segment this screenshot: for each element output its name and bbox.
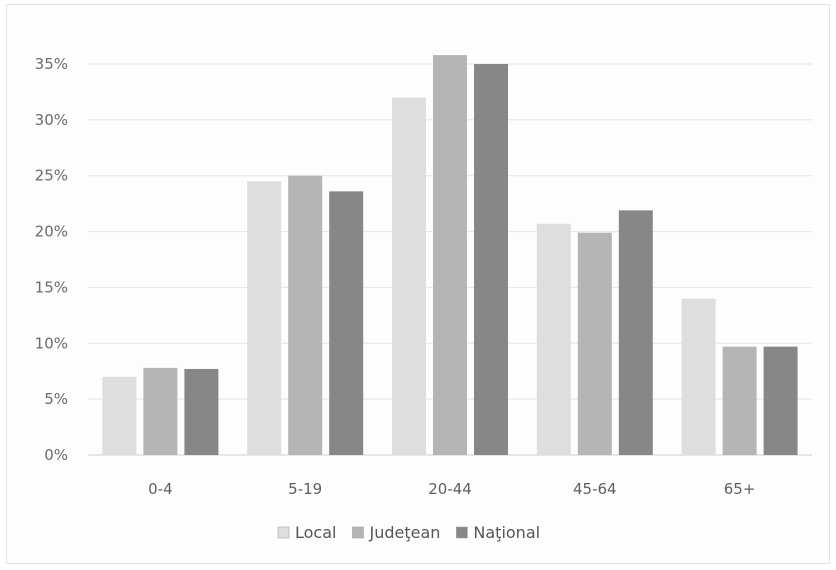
- x-tick-label: 5-19: [288, 480, 322, 498]
- y-tick-label: 20%: [35, 223, 68, 241]
- bar-0-4-Judeţean: [143, 367, 178, 455]
- legend-swatch-1: [352, 526, 364, 539]
- y-tick-label: 25%: [35, 167, 68, 185]
- bar-65+-Local: [681, 298, 716, 455]
- bar-5-19-Naţional: [329, 191, 364, 455]
- y-tick-label: 10%: [35, 334, 68, 352]
- bar-65+-Naţional: [763, 346, 798, 455]
- bar-0-4-Naţional: [184, 368, 219, 455]
- y-tick-label: 0%: [44, 446, 68, 464]
- x-tick-label: 20-44: [428, 480, 472, 498]
- bar-20-44-Naţional: [474, 64, 508, 455]
- bar-0-4-Local: [102, 376, 137, 455]
- bar-5-19-Judeţean: [288, 175, 323, 455]
- legend-swatch-0: [277, 526, 290, 539]
- bar-45-64-Local: [536, 223, 571, 455]
- y-tick-label: 30%: [35, 111, 68, 129]
- x-tick-label: 0-4: [148, 480, 173, 498]
- y-tick-label: 35%: [35, 55, 68, 73]
- bar-5-19-Local: [247, 181, 282, 456]
- x-tick-label: 65+: [724, 480, 756, 498]
- bar-45-64-Naţional: [618, 210, 653, 455]
- bar-20-44-Judeţean: [433, 55, 467, 455]
- legend: Local Judeţean Naţional: [277, 523, 540, 542]
- bar-45-64-Judeţean: [577, 232, 612, 455]
- bar-65+-Judeţean: [722, 346, 757, 455]
- x-tick-label: 45-64: [573, 480, 617, 498]
- legend-label: Naţional: [473, 523, 540, 542]
- bar-20-44-Local: [392, 97, 426, 455]
- legend-swatch-2: [456, 526, 468, 539]
- y-axis-ticks: 0% 5% 10% 15% 20% 25% 30% 35%: [35, 55, 68, 464]
- y-tick-label: 5%: [44, 390, 68, 408]
- legend-label: Local: [295, 523, 336, 542]
- legend-label: Judeţean: [368, 523, 440, 542]
- bars: [102, 55, 798, 456]
- y-tick-label: 15%: [35, 278, 68, 296]
- x-axis-labels: 0-4 5-19 20-44 45-64 65+: [148, 480, 755, 498]
